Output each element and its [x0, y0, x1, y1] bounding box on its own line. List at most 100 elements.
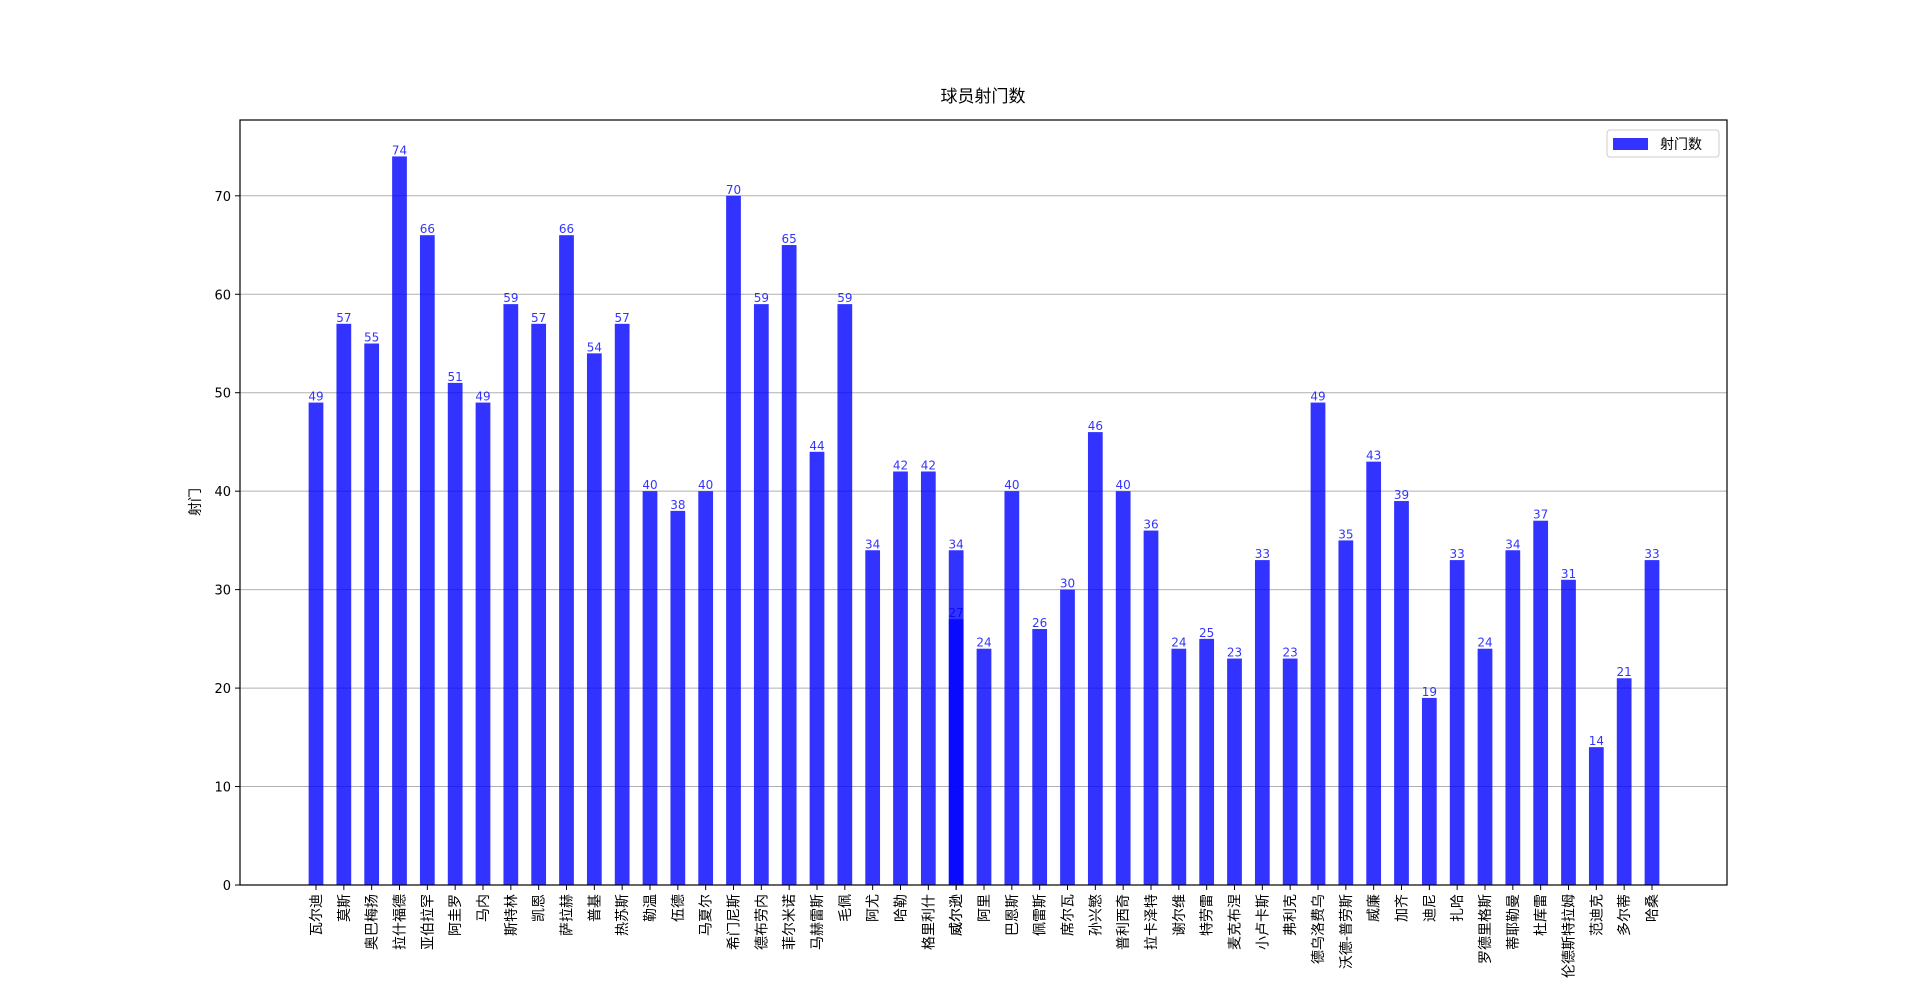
x-tick-label: 罗德里格斯	[1478, 894, 1494, 964]
data-label: 54	[587, 340, 602, 354]
data-label: 36	[1143, 518, 1158, 532]
x-tick-label: 阿尤	[866, 894, 882, 922]
bar	[1421, 697, 1437, 885]
data-label: 51	[448, 370, 463, 384]
data-label: 44	[809, 439, 824, 453]
data-label: 66	[420, 222, 435, 236]
data-label: 57	[531, 311, 546, 325]
data-label: 49	[308, 390, 323, 404]
x-tick-label: 哈桑	[1645, 894, 1661, 922]
y-tick-label: 10	[214, 781, 231, 796]
x-tick-label: 杜库雷	[1534, 894, 1550, 936]
x-tick-label: 蒂耶勒曼	[1506, 894, 1522, 950]
data-label: 24	[1171, 636, 1186, 650]
bar	[419, 235, 435, 885]
bar	[837, 304, 853, 886]
bar	[447, 382, 463, 885]
x-tick-label: 热苏斯	[615, 894, 631, 936]
bar	[920, 471, 936, 885]
x-tick-label: 阿里	[977, 894, 993, 922]
x-tick-label: 奥巴梅扬	[364, 894, 381, 950]
bar	[753, 304, 769, 886]
x-tick-label: 巴恩斯	[1005, 894, 1021, 936]
data-label: 40	[1004, 478, 1019, 492]
bar	[531, 323, 547, 885]
data-label: 19	[1422, 685, 1437, 699]
data-label: 37	[1533, 508, 1548, 522]
data-label: 35	[1338, 527, 1353, 541]
data-label: 70	[726, 183, 741, 197]
bar	[308, 402, 324, 885]
x-tick-label: 德布劳内	[754, 894, 770, 950]
bar	[1087, 432, 1103, 885]
bar	[865, 550, 881, 885]
x-tick-label: 马赫雷斯	[810, 894, 826, 950]
x-tick-label: 谢尔维	[1172, 894, 1188, 936]
bar	[726, 195, 741, 886]
data-label: 26	[1032, 616, 1047, 630]
bar	[559, 235, 574, 885]
x-tick-label: 伦德斯特拉姆	[1562, 894, 1578, 978]
data-label: 24	[1477, 636, 1492, 650]
data-label: 33	[1450, 547, 1465, 561]
bar	[475, 402, 491, 885]
bar	[1282, 658, 1298, 885]
x-tick-label: 范迪克	[1588, 894, 1605, 936]
y-tick-label: 40	[214, 485, 231, 500]
x-tick-label: 斯特林	[504, 894, 520, 936]
bar	[1171, 648, 1187, 885]
bar	[781, 245, 797, 886]
data-label: 43	[1366, 449, 1381, 463]
bar	[642, 491, 658, 885]
bar	[392, 156, 407, 885]
data-label: 40	[698, 478, 713, 492]
x-tick-label: 希门尼斯	[727, 894, 743, 950]
x-tick-label: 莫斯	[337, 894, 353, 922]
y-tick-label: 0	[223, 879, 231, 894]
data-label: 66	[559, 222, 574, 236]
x-tick-label: 阿圭罗	[448, 894, 464, 936]
chart-title: 球员射门数	[941, 87, 1026, 107]
bar	[586, 353, 602, 885]
data-label: 30	[1060, 577, 1075, 591]
y-tick-label: 20	[214, 682, 231, 697]
x-tick-label: 沃德-普劳斯	[1339, 894, 1355, 969]
data-label: 14	[1589, 734, 1604, 748]
bar	[1254, 560, 1270, 885]
data-label: 34	[1505, 537, 1520, 551]
x-tick-label: 普利西奇	[1115, 894, 1132, 950]
bar	[1449, 560, 1465, 885]
y-axis-label: 射门	[188, 488, 204, 516]
x-tick-label: 孙兴慜	[1088, 894, 1104, 936]
bar	[893, 471, 908, 885]
bar	[1616, 678, 1632, 885]
legend-swatch	[1613, 138, 1648, 150]
bar	[1533, 520, 1549, 885]
data-label: 55	[364, 330, 379, 344]
x-tick-label: 麦克布涅	[1228, 894, 1244, 950]
bar	[1060, 589, 1075, 885]
data-label: 34	[949, 537, 964, 551]
data-label: 21	[1617, 665, 1632, 679]
bar	[1199, 638, 1215, 885]
data-label: 49	[475, 390, 490, 404]
bar	[1115, 491, 1131, 885]
y-tick-label: 30	[214, 584, 231, 599]
data-label: 49	[1310, 390, 1325, 404]
plot-frame	[239, 119, 1728, 886]
data-label: 27	[949, 606, 964, 620]
bar	[1644, 560, 1660, 885]
bar	[1394, 501, 1409, 885]
x-tick-label: 威尔逊	[949, 894, 965, 936]
x-tick-label: 拉卡泽特	[1144, 894, 1160, 950]
x-tick-label: 弗利克	[1283, 894, 1299, 936]
data-label: 59	[754, 291, 769, 305]
data-label: 31	[1561, 567, 1576, 581]
x-tick-label: 萨拉赫	[560, 894, 576, 936]
data-label: 65	[782, 232, 797, 246]
x-tick-label: 哈勒	[894, 894, 910, 922]
bar	[614, 323, 630, 885]
x-tick-label: 席尔瓦	[1061, 894, 1077, 936]
bar	[1227, 658, 1242, 885]
